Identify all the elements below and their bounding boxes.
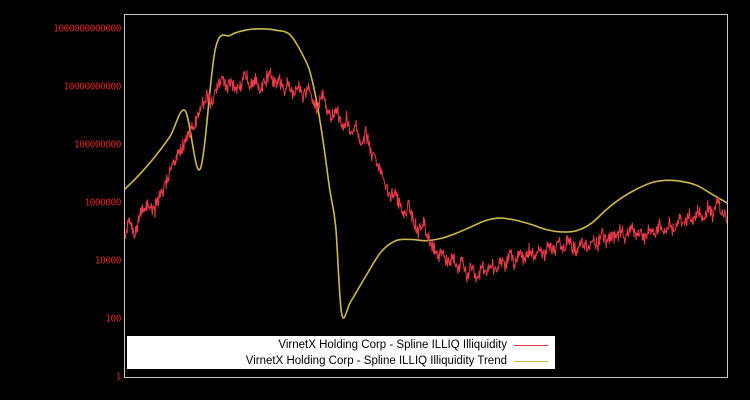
y-tick-label: 1 — [115, 371, 122, 383]
legend-swatch-illiquidity — [514, 344, 548, 346]
legend-swatch-trend — [514, 360, 548, 362]
series-trend-group — [125, 28, 727, 319]
illiquidity-line-path — [125, 67, 727, 283]
series-illiquidity-group — [125, 67, 727, 283]
plot-svg — [125, 28, 727, 319]
trend-line-path — [125, 28, 727, 319]
y-tick-label: 10000000000 — [63, 81, 122, 93]
chart-legend[interactable]: VirnetX Holding Corp - Spline ILLIQ Illi… — [127, 336, 555, 369]
y-tick-label: 100000000 — [74, 139, 121, 151]
y-tick-label: 10000 — [94, 255, 122, 267]
plot-area — [124, 14, 728, 378]
y-axis-tick-labels: 1000000000000 10000000000 100000000 1000000… — [0, 0, 121, 400]
y-tick-label: 100 — [105, 313, 121, 325]
y-tick-label: 1000000000000 — [53, 23, 121, 35]
legend-label-trend: VirnetX Holding Corp - Spline ILLIQ Illi… — [245, 355, 507, 367]
legend-entry-0: VirnetX Holding Corp - Spline ILLIQ Illi… — [128, 337, 554, 353]
legend-entry-1: VirnetX Holding Corp - Spline ILLIQ Illi… — [128, 353, 554, 369]
legend-label-illiquidity: VirnetX Holding Corp - Spline ILLIQ Illi… — [278, 339, 507, 351]
y-tick-label: 1000000 — [84, 197, 121, 209]
